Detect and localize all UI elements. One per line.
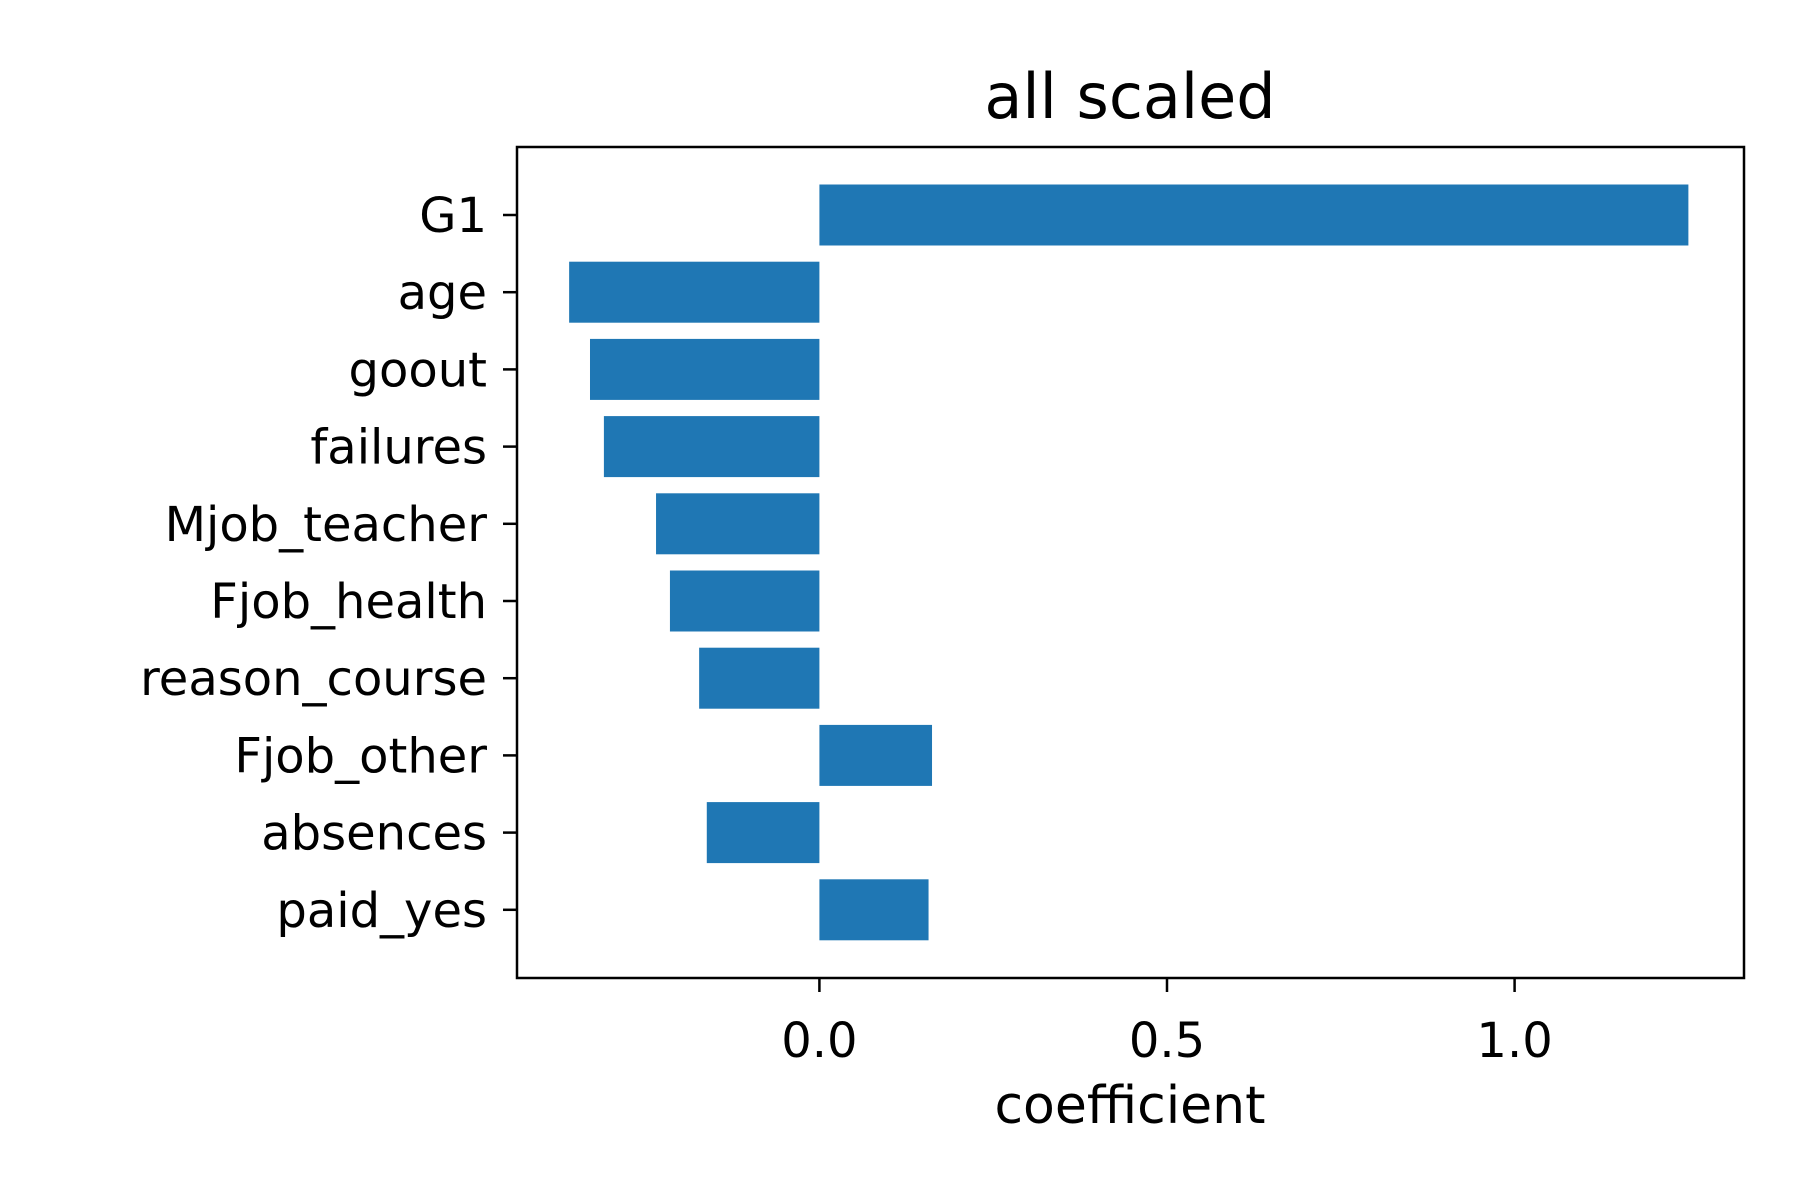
y-tick-label-goout: goout xyxy=(349,342,487,398)
bar-goout xyxy=(589,338,820,400)
x-tick-label: 0.5 xyxy=(1129,1013,1205,1069)
y-tick-label-absences: absences xyxy=(261,806,487,862)
bar-mjob-teacher xyxy=(656,493,820,555)
plot-frame xyxy=(515,145,1746,980)
bar-age xyxy=(569,261,820,323)
axes-layer: G1 age goout failures Mjob_teacher Fjob_healt… xyxy=(140,188,1553,1069)
y-tick-label-fjob-health: Fjob_health xyxy=(210,574,487,630)
bar-paid-yes xyxy=(819,879,929,941)
bar-fjob-health xyxy=(669,570,820,632)
bar-reason-course xyxy=(699,647,820,709)
x-tick-label: 1.0 xyxy=(1476,1013,1552,1069)
bar-g1 xyxy=(819,184,1689,246)
bar-failures xyxy=(603,416,820,478)
y-tick-label-fjob-other: Fjob_other xyxy=(234,728,487,784)
y-tick-label-reason-course: reason_course xyxy=(140,651,487,707)
y-tick-label-mjob-teacher: Mjob_teacher xyxy=(165,497,488,553)
y-tick-label-paid-yes: paid_yes xyxy=(276,883,487,939)
bar-fjob-other xyxy=(819,724,933,786)
y-tick-label-g1: G1 xyxy=(419,188,487,244)
x-axis-label: coefficient xyxy=(994,1076,1265,1136)
bar-absences xyxy=(706,802,820,864)
y-tick-label-failures: failures xyxy=(310,420,487,476)
y-tick-label-age: age xyxy=(398,265,487,321)
x-tick-label: 0.0 xyxy=(781,1013,857,1069)
bars-layer xyxy=(569,184,1689,941)
chart-title: all scaled xyxy=(984,60,1275,133)
